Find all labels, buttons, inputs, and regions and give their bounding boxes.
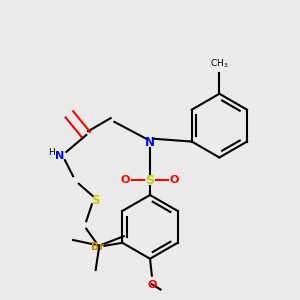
- Text: S: S: [146, 173, 154, 187]
- Text: N: N: [145, 136, 155, 149]
- Text: O: O: [121, 175, 130, 185]
- Text: H: H: [48, 148, 55, 157]
- Text: N: N: [56, 151, 64, 160]
- Text: O: O: [170, 175, 179, 185]
- Text: Br: Br: [92, 242, 105, 252]
- Text: O: O: [147, 280, 157, 290]
- Text: CH$_3$: CH$_3$: [210, 58, 229, 70]
- Text: S: S: [92, 194, 100, 207]
